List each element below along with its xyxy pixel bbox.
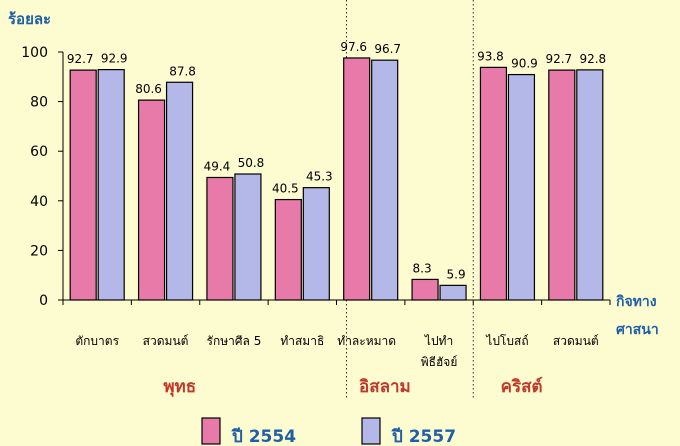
bar-series2 — [302, 187, 330, 301]
value-label: 5.9 — [447, 267, 466, 281]
category-label: พิธีฮัจย์ — [421, 355, 458, 369]
value-label: 8.3 — [413, 261, 432, 275]
group-label: คริสต์ — [501, 376, 543, 397]
y-axis-title: ร้อยละ — [8, 10, 51, 28]
x-axis-title-line: กิจทาง — [615, 294, 656, 310]
value-label: 92.7 — [67, 52, 94, 66]
group-labels: พุทธ อิสลาม คริสต์ — [163, 376, 542, 397]
y-tick-label: 40 — [30, 194, 48, 210]
category-labels: ตักบาตร สวดมนต์ รักษาศีล 5 ทำสมาธิ ทำละหมาด ไ… — [75, 334, 598, 369]
bar-series1 — [479, 66, 508, 301]
y-tick-label: 80 — [30, 95, 48, 111]
bar-series2 — [371, 59, 399, 301]
value-label: 50.8 — [238, 156, 265, 170]
bars — [69, 57, 604, 301]
bar-series1 — [343, 57, 371, 301]
value-label: 87.8 — [169, 64, 196, 78]
bar-series2 — [576, 69, 604, 301]
bar-series2 — [234, 173, 262, 301]
legend-label: ปี 2554 — [231, 426, 296, 446]
group-label: อิสลาม — [359, 377, 411, 397]
legend-swatch — [201, 417, 221, 445]
bar-series1 — [548, 69, 576, 301]
category-label: ทำละหมาด — [337, 334, 396, 348]
legend: ปี 2554 ปี 2557 — [201, 417, 456, 446]
bar-series2 — [97, 69, 125, 301]
value-label: 40.5 — [272, 182, 299, 196]
value-label: 45.3 — [306, 170, 333, 184]
bar-series1 — [69, 69, 97, 301]
category-label: สวดมนต์ — [143, 334, 189, 348]
x-axis-title-line: ศาสนา — [616, 322, 659, 338]
value-label: 96.7 — [374, 42, 401, 56]
category-label: ทำสมาธิ — [280, 334, 324, 348]
value-labels: 92.7 80.6 49.4 40.5 97.6 8.3 93.8 92.7 92.9 87.8 5… — [67, 40, 606, 281]
bar-series1 — [411, 278, 439, 301]
category-label: สวดมนต์ — [553, 334, 599, 348]
value-label: 92.9 — [101, 52, 128, 66]
bar-series2 — [439, 284, 467, 301]
y-tick-label: 100 — [21, 45, 48, 61]
y-tick-label: 60 — [30, 144, 48, 160]
value-label: 49.4 — [204, 159, 231, 173]
value-label: 92.7 — [545, 52, 572, 66]
category-label: ไปทำ — [424, 334, 453, 348]
y-axis: 0 20 40 60 80 100 — [21, 45, 64, 309]
bar-series1 — [206, 176, 234, 301]
y-tick-label: 20 — [30, 243, 48, 259]
group-label: พุทธ — [163, 377, 196, 397]
value-label: 92.8 — [579, 52, 606, 66]
bar-series2 — [165, 81, 194, 301]
value-label: 93.8 — [477, 49, 504, 63]
y-tick-label: 0 — [39, 293, 48, 309]
value-label: 80.6 — [135, 82, 162, 96]
category-label: รักษาศีล 5 — [207, 334, 262, 348]
bar-series1 — [137, 99, 166, 301]
category-label: ไปโบสถ์ — [485, 334, 528, 348]
bar-series2 — [507, 73, 536, 301]
bar-series1 — [274, 198, 302, 301]
legend-label: ปี 2557 — [391, 426, 456, 446]
legend-swatch — [361, 417, 381, 445]
category-label: ตักบาตร — [75, 334, 119, 348]
value-label: 90.9 — [511, 57, 538, 71]
value-label: 97.6 — [340, 40, 367, 54]
